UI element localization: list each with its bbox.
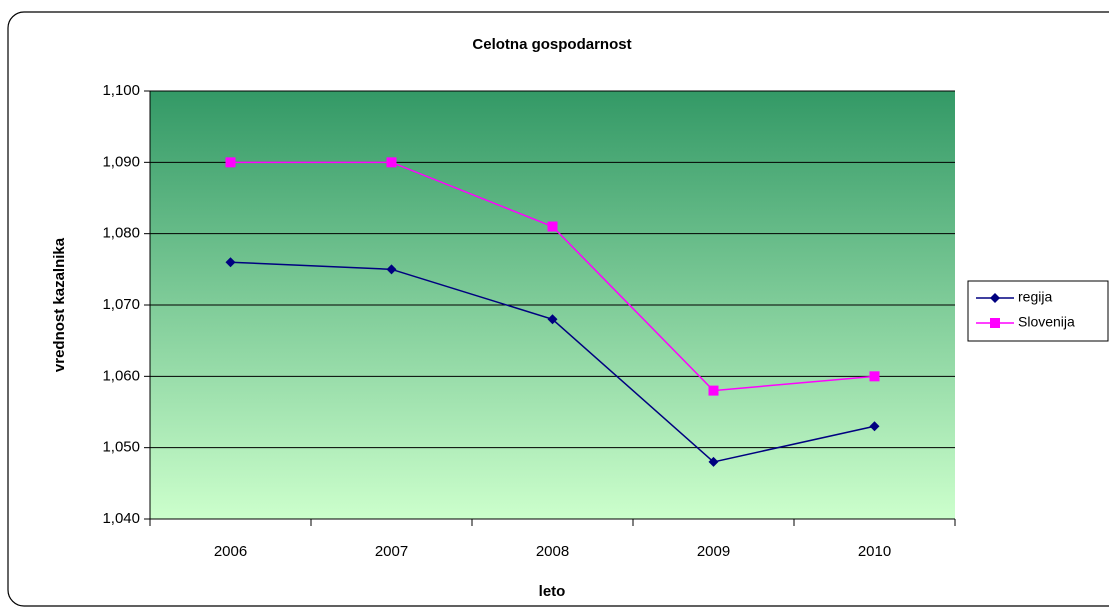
y-tick-label: 1,070 (102, 296, 140, 313)
y-tick-label: 1,090 (102, 153, 140, 170)
y-tick-label: 1,040 (102, 510, 140, 527)
legend-label: Slovenija (1018, 314, 1075, 330)
data-point (225, 257, 236, 268)
x-tick-label: 2009 (697, 543, 730, 560)
chart-title: Celotna gospodarnost (472, 36, 631, 53)
y-tick-label: 1,050 (102, 439, 140, 456)
data-point (708, 456, 719, 467)
legend-marker (990, 318, 1000, 328)
legend-marker (990, 293, 1000, 303)
legend-box (967, 280, 1109, 342)
data-point (708, 385, 719, 396)
data-point (225, 157, 236, 168)
data-point (547, 314, 558, 325)
data-point (869, 371, 880, 382)
y-tick-label: 1,100 (102, 82, 140, 99)
x-tick-label: 2006 (214, 543, 247, 560)
data-point (869, 421, 880, 432)
legend-label: regija (1018, 289, 1052, 305)
data-point (547, 221, 558, 232)
x-tick-label: 2010 (858, 543, 891, 560)
y-axis-title: vrednost kazalnika (51, 237, 68, 372)
y-tick-label: 1,060 (102, 367, 140, 384)
x-axis-title: leto (539, 583, 566, 600)
y-tick-label: 1,080 (102, 225, 140, 242)
data-point (386, 264, 397, 275)
data-point (386, 157, 397, 168)
x-tick-label: 2008 (536, 543, 569, 560)
x-tick-label: 2007 (375, 543, 408, 560)
